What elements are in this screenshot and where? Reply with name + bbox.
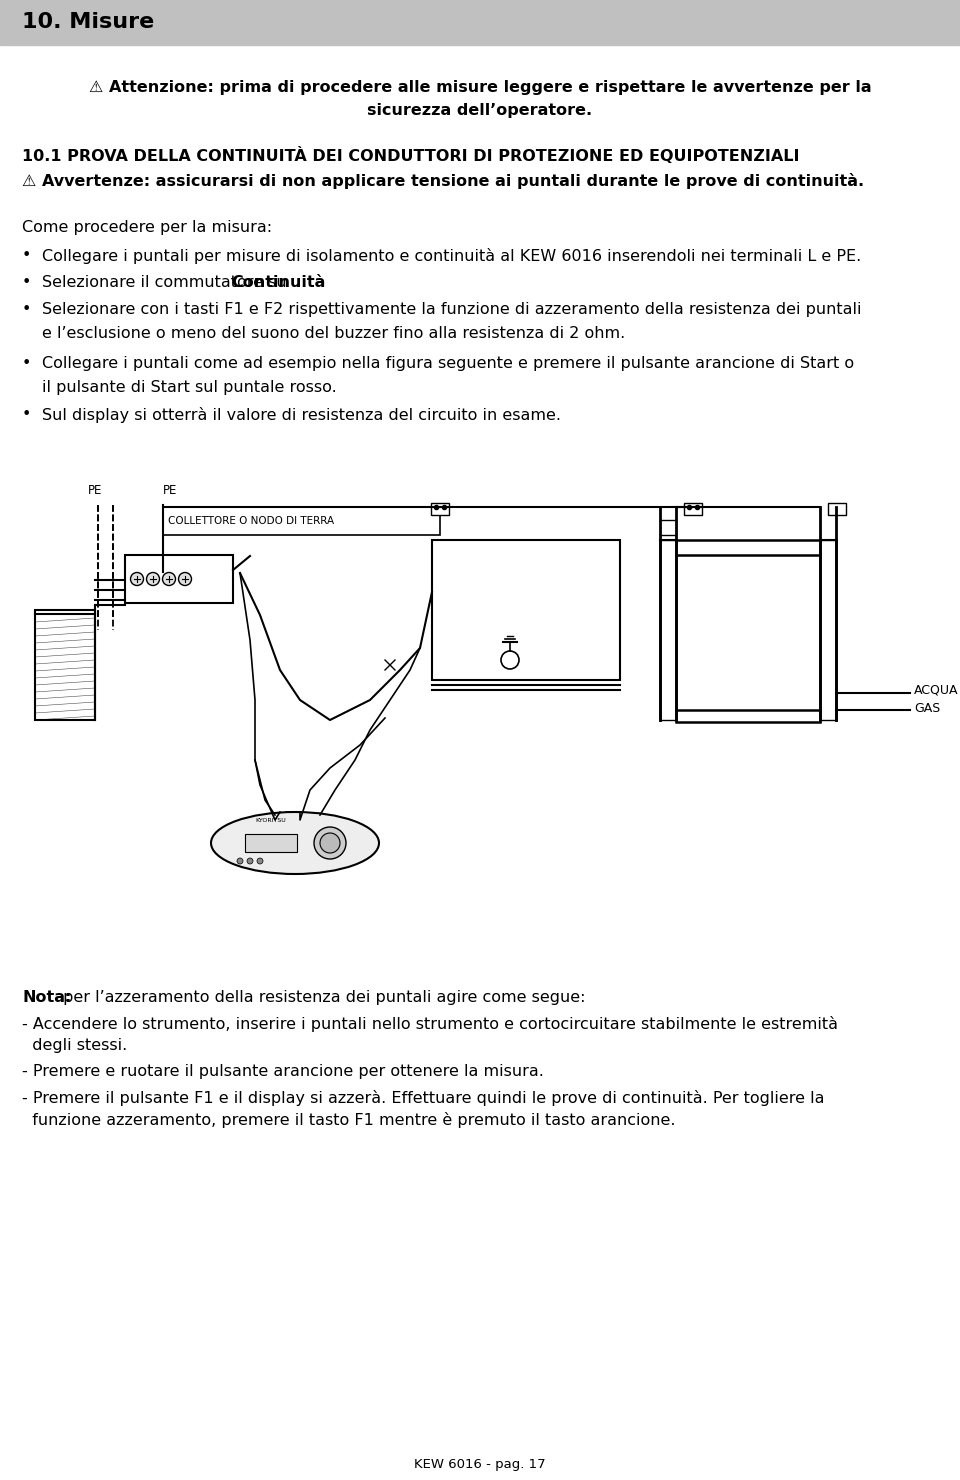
Text: KYORITSU: KYORITSU [255, 818, 286, 823]
Text: Come procedere per la misura:: Come procedere per la misura: [22, 221, 272, 235]
Text: PE: PE [88, 484, 103, 497]
Circle shape [257, 858, 263, 864]
Text: ⚠ Avvertenze: assicurarsi di non applicare tensione ai puntali durante le prove : ⚠ Avvertenze: assicurarsi di non applica… [22, 173, 864, 189]
Ellipse shape [211, 813, 379, 875]
Circle shape [320, 833, 340, 852]
Text: ⚠ Attenzione: prima di procedere alle misure leggere e rispettare le avvertenze : ⚠ Attenzione: prima di procedere alle mi… [88, 80, 872, 95]
Circle shape [179, 573, 191, 586]
Text: Continuità: Continuità [231, 275, 325, 290]
Circle shape [314, 827, 346, 858]
Text: Sul display si otterrà il valore di resistenza del circuito in esame.: Sul display si otterrà il valore di resi… [42, 407, 561, 423]
Text: •: • [22, 407, 32, 422]
Text: .: . [294, 275, 300, 290]
Text: e l’esclusione o meno del suono del buzzer fino alla resistenza di 2 ohm.: e l’esclusione o meno del suono del buzz… [42, 326, 625, 340]
Text: - Premere e ruotare il pulsante arancione per ottenere la misura.: - Premere e ruotare il pulsante arancion… [22, 1064, 544, 1079]
Bar [0, 0, 960, 44]
Bar [163, 508, 440, 534]
Circle shape [131, 573, 143, 586]
Text: 10.1 PROVA DELLA CONTINUITÀ DEI CONDUTTORI DI PROTEZIONE ED EQUIPOTENZIALI: 10.1 PROVA DELLA CONTINUITÀ DEI CONDUTTO… [22, 147, 800, 164]
Circle shape [162, 573, 176, 586]
Text: - Premere il pulsante F1 e il display si azzerà. Effettuare quindi le prove di c: - Premere il pulsante F1 e il display si… [22, 1089, 825, 1106]
Text: PE: PE [163, 484, 178, 497]
Text: - Accendere lo strumento, inserire i puntali nello strumento e cortocircuitare s: - Accendere lo strumento, inserire i pun… [22, 1015, 838, 1032]
Bar [245, 835, 297, 852]
Circle shape [247, 858, 253, 864]
Text: funzione azzeramento, premere il tasto F1 mentre è premuto il tasto arancione.: funzione azzeramento, premere il tasto F… [22, 1111, 676, 1128]
Bar [432, 540, 620, 679]
Bar [828, 503, 846, 515]
Text: Collegare i puntali come ad esempio nella figura seguente e premere il pulsante : Collegare i puntali come ad esempio nell… [42, 357, 854, 371]
Bar [684, 503, 702, 515]
Text: ACQUA: ACQUA [914, 684, 958, 697]
Text: Collegare i puntali per misure di isolamento e continuità al KEW 6016 inserendol: Collegare i puntali per misure di isolam… [42, 249, 861, 263]
Bar [35, 610, 95, 719]
Circle shape [237, 858, 243, 864]
Text: •: • [22, 249, 32, 263]
Text: COLLETTORE O NODO DI TERRA: COLLETTORE O NODO DI TERRA [168, 517, 334, 525]
Text: 10. Misure: 10. Misure [22, 12, 155, 33]
Text: Nota:: Nota: [22, 990, 71, 1005]
Bar [125, 555, 233, 602]
Text: per l’azzeramento della resistenza dei puntali agire come segue:: per l’azzeramento della resistenza dei p… [58, 990, 586, 1005]
Circle shape [147, 573, 159, 586]
Text: GAS: GAS [914, 702, 940, 715]
Text: KEW 6016 - pag. 17: KEW 6016 - pag. 17 [414, 1458, 546, 1471]
Text: •: • [22, 357, 32, 371]
Text: il pulsante di Start sul puntale rosso.: il pulsante di Start sul puntale rosso. [42, 380, 337, 395]
Text: sicurezza dell’operatore.: sicurezza dell’operatore. [368, 104, 592, 118]
Text: degli stessi.: degli stessi. [22, 1037, 128, 1052]
Text: Selezionare con i tasti F1 e F2 rispettivamente la funzione di azzeramento della: Selezionare con i tasti F1 e F2 rispetti… [42, 302, 861, 317]
Text: Selezionare il commutatore su: Selezionare il commutatore su [42, 275, 292, 290]
Text: •: • [22, 302, 32, 317]
Text: •: • [22, 275, 32, 290]
Bar [431, 503, 449, 515]
